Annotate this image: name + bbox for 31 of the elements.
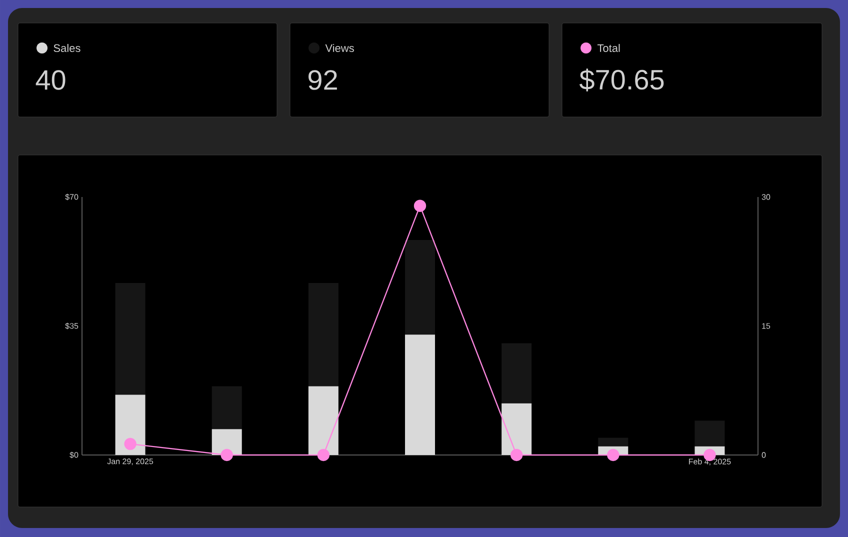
point bbox=[607, 448, 620, 462]
bar bbox=[502, 403, 532, 455]
point bbox=[317, 448, 330, 462]
bar bbox=[115, 282, 146, 395]
text: 40 bbox=[36, 70, 66, 90]
bar bbox=[694, 420, 725, 446]
legend-label: Sales bbox=[54, 44, 80, 52]
legend-label: Views bbox=[325, 44, 354, 52]
bar bbox=[405, 334, 436, 455]
y-tick-label: $0 bbox=[70, 452, 78, 458]
legend-label: Total bbox=[597, 44, 620, 52]
text: $70.65 bbox=[580, 68, 664, 92]
bar bbox=[212, 386, 242, 430]
bar bbox=[115, 394, 146, 455]
bar bbox=[308, 282, 338, 386]
y-tick-label: $70 bbox=[65, 194, 78, 200]
bar bbox=[598, 438, 628, 446]
y2-tick-label: 30 bbox=[762, 194, 770, 200]
bar bbox=[502, 343, 532, 404]
point bbox=[220, 448, 233, 462]
point bbox=[510, 448, 523, 462]
y2-tick-label: 15 bbox=[762, 323, 770, 329]
y-tick-label: $35 bbox=[65, 322, 78, 330]
text: 92 bbox=[308, 70, 337, 90]
bar bbox=[212, 429, 242, 455]
bar bbox=[308, 386, 338, 455]
y2-tick-label: 0 bbox=[762, 452, 766, 458]
point bbox=[124, 438, 136, 450]
x-tick-label: Jan 29, 2025 bbox=[107, 458, 154, 466]
point bbox=[414, 200, 426, 212]
bar bbox=[405, 240, 436, 335]
